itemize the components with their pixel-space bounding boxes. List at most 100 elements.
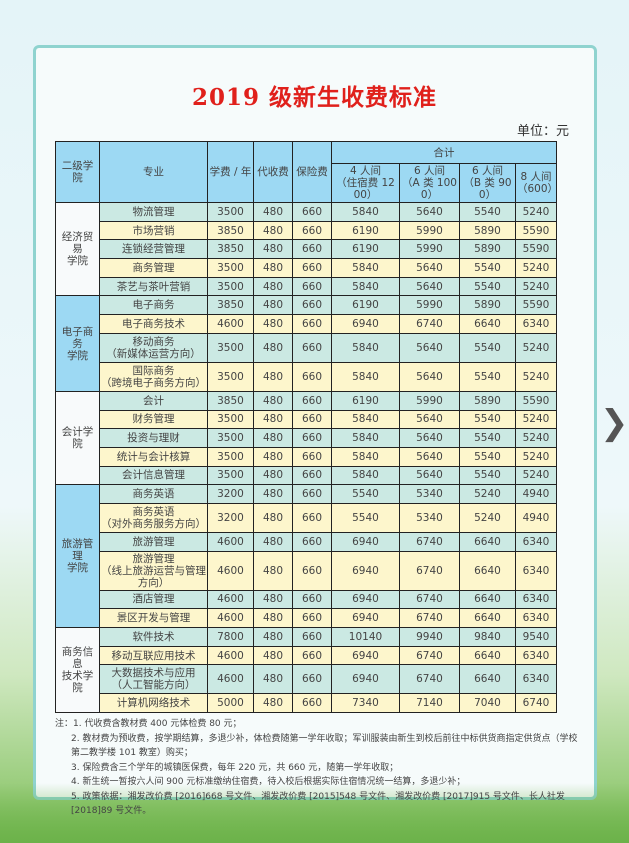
fee-cell: 3500	[207, 361, 254, 392]
fee-cell: 5640	[399, 361, 460, 392]
fee-cell: 480	[253, 276, 293, 297]
major-cell: 统计与会计核算	[99, 446, 208, 467]
fee-cell: 6340	[515, 531, 557, 552]
fee-cell: 660	[292, 693, 332, 714]
fee-cell: 5990	[399, 239, 460, 260]
fee-cell: 4600	[207, 531, 254, 552]
college-cell: 商务信息 技术学院	[55, 626, 100, 714]
table-row: 酒店管理 4600 480 660 6940 6740 6640 6340	[55, 589, 557, 610]
fee-cell: 660	[292, 589, 332, 610]
fee-cell: 480	[253, 502, 293, 533]
fee-cell: 3850	[207, 295, 254, 316]
fee-cell: 6940	[331, 550, 400, 591]
fee-cell: 6640	[459, 531, 516, 552]
table-row: 旅游管理 4600 480 660 6940 6740 6640 6340	[55, 531, 557, 552]
fee-cell: 5640	[399, 409, 460, 430]
fee-cell: 6740	[399, 589, 460, 610]
fee-cell: 6740	[515, 693, 557, 714]
table-row: 电子商务技术 4600 480 660 6940 6740 6640 6340	[55, 314, 557, 334]
fee-cell: 660	[292, 502, 332, 533]
fee-cell: 5840	[331, 258, 400, 278]
major-cell: 物流管理	[99, 202, 208, 222]
fee-cell: 5540	[459, 446, 516, 467]
fee-cell: 5590	[515, 295, 557, 316]
fee-cell: 3500	[207, 446, 254, 467]
header-insurance: 保险费	[292, 141, 332, 203]
table-row: 商务英语 （对外商务服务方向） 3200 480 660 5540 5340 5240 494…	[55, 502, 557, 533]
fee-cell: 5640	[399, 332, 460, 363]
fee-cell: 5540	[459, 332, 516, 363]
table-row: 景区开发与管理 4600 480 660 6940 6740 6640 6340	[55, 608, 557, 628]
major-cell: 商务管理	[99, 258, 208, 278]
note-item: 注：1. 代收费含教材费 400 元体检费 80 元；	[55, 719, 242, 730]
major-cell: 会计	[99, 390, 208, 411]
header-collect: 代收费	[253, 141, 293, 203]
fee-cell: 3850	[207, 390, 254, 411]
fee-cell: 4600	[207, 314, 254, 334]
fee-cell: 5340	[399, 502, 460, 533]
fee-cell: 660	[292, 664, 332, 695]
fee-cell: 5990	[399, 295, 460, 316]
fee-cell: 5640	[399, 446, 460, 467]
notes: 注：1. 代收费含教材费 400 元体检费 80 元； 2. 教材费为预收费，按学…	[55, 717, 585, 819]
fee-cell: 5000	[207, 693, 254, 714]
table-row: 市场营销 3850 480 660 6190 5990 5890 5590	[55, 220, 557, 241]
fee-cell: 6740	[399, 314, 460, 334]
table-row: 经济贸易 学院 物流管理 3500 480 660 5840 5640 5540 5240	[55, 201, 557, 297]
fee-cell: 660	[292, 239, 332, 260]
fee-cell: 5590	[515, 220, 557, 241]
fee-cell: 5240	[459, 502, 516, 533]
major-cell: 旅游管理	[99, 531, 208, 552]
fee-cell: 3500	[207, 428, 254, 448]
note-item: 5. 政策依据：湘发改价费 [2016]668 号文件、湘发改价费 [2015]…	[71, 791, 565, 817]
fee-cell: 7800	[207, 627, 254, 647]
grass-decoration	[0, 783, 629, 843]
fee-cell: 480	[253, 664, 293, 695]
fee-cell: 4600	[207, 608, 254, 628]
fee-cell: 5540	[331, 502, 400, 533]
header-room-4: 4 人间 （住宿费 1200）	[331, 163, 400, 203]
fee-cell: 10140	[331, 627, 400, 647]
fee-cell: 5840	[331, 202, 400, 222]
table-row: 国际商务 （跨境电子商务方向） 3500 480 660 5840 5640 5540 524…	[55, 361, 557, 392]
fee-cell: 3500	[207, 409, 254, 430]
fee-cell: 5240	[515, 202, 557, 222]
table-row: 投资与理财 3500 480 660 5840 5640 5540 5240	[55, 428, 557, 448]
table-row: 旅游管理 学院 商务英语 3200 480 660 5540 5340 5240 4940	[55, 484, 557, 628]
major-cell: 国际商务 （跨境电子商务方向）	[99, 361, 208, 392]
fee-cell: 660	[292, 258, 332, 278]
fee-cell: 660	[292, 627, 332, 647]
note-item: 3. 保险费含三个学年的城镇医保费，每年 220 元，共 660 元，随第一学年…	[71, 762, 399, 773]
fee-cell: 6740	[399, 550, 460, 591]
fee-cell: 480	[253, 314, 293, 334]
fee-cell: 660	[292, 608, 332, 628]
fee-cell: 6740	[399, 531, 460, 552]
fee-cell: 660	[292, 202, 332, 222]
chevron-right-icon[interactable]: ❯	[600, 403, 629, 443]
table-row: 旅游管理 （线上旅游运营与管理方向） 4600 480 660 6940 6740 6640…	[55, 550, 557, 591]
fee-cell: 480	[253, 693, 293, 714]
fee-cell: 6740	[399, 608, 460, 628]
fee-cell: 480	[253, 361, 293, 392]
college-cell: 会计学院	[55, 390, 100, 486]
fee-cell: 4600	[207, 550, 254, 591]
major-cell: 软件技术	[99, 627, 208, 647]
fee-cell: 660	[292, 276, 332, 297]
fee-cell: 4600	[207, 589, 254, 610]
fee-cell: 660	[292, 550, 332, 591]
fee-cell: 5590	[515, 390, 557, 411]
major-cell: 移动互联应用技术	[99, 645, 208, 666]
fee-cell: 7340	[331, 693, 400, 714]
fee-cell: 5240	[459, 484, 516, 504]
major-cell: 电子商务	[99, 295, 208, 316]
header-college: 二级学院	[55, 141, 100, 203]
fee-cell: 3200	[207, 484, 254, 504]
fee-cell: 5540	[459, 465, 516, 486]
major-cell: 移动商务 （新媒体运营方向）	[99, 332, 208, 363]
fee-cell: 5540	[459, 202, 516, 222]
major-cell: 连锁经营管理	[99, 239, 208, 260]
fee-cell: 6190	[331, 295, 400, 316]
table-row: 统计与会计核算 3500 480 660 5840 5640 5540 5240	[55, 446, 557, 467]
major-cell: 大数据技术与应用 （人工智能方向）	[99, 664, 208, 695]
table-row: 财务管理 3500 480 660 5840 5640 5540 5240	[55, 409, 557, 430]
